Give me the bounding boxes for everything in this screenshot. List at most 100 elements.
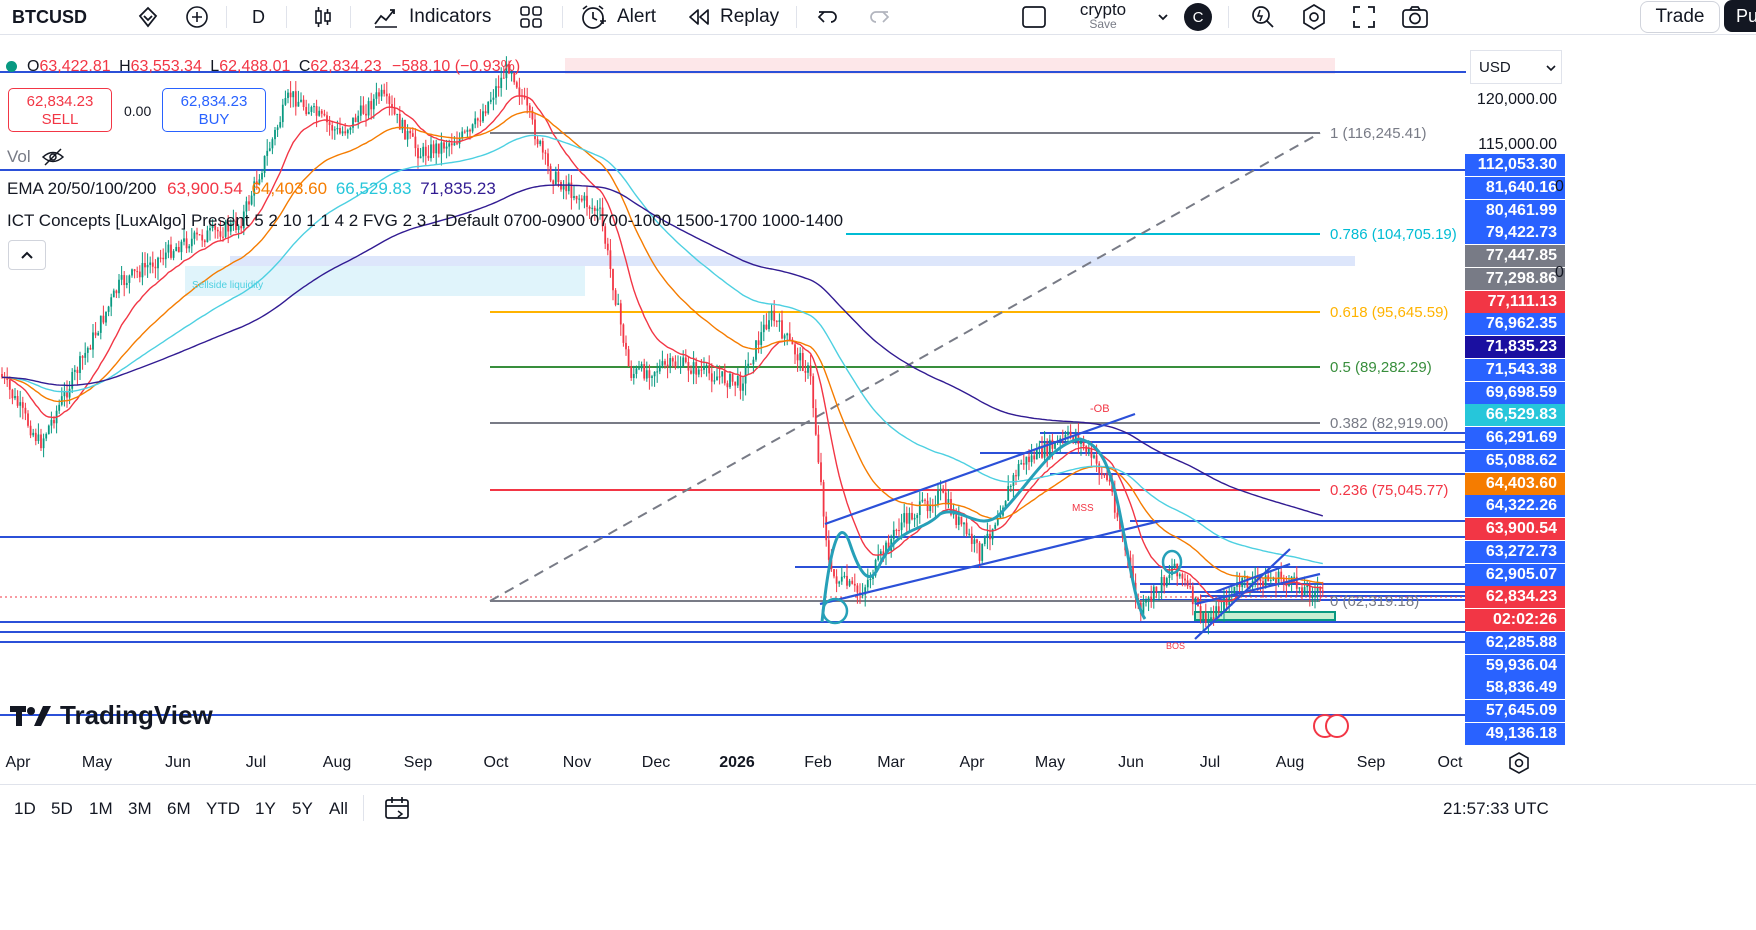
collapse-legend-button[interactable] (8, 240, 46, 270)
candle-body (716, 376, 718, 381)
candle-body (466, 129, 469, 132)
candle-body (1191, 586, 1194, 605)
currency-selector[interactable]: USD (1470, 50, 1562, 84)
chevron-up-icon (21, 251, 33, 259)
price-axis-label: 02:02:26 (1465, 609, 1565, 631)
range-button-1m[interactable]: 1M (89, 799, 113, 818)
fib-trend-line (489, 132, 1321, 602)
compare-symbol-icon[interactable] (184, 0, 210, 34)
avatar[interactable]: C (1184, 0, 1212, 34)
time-axis[interactable]: Apr May Jun Jul Aug Sep Oct Nov Dec 2026 Feb Mar Apr… (0, 750, 1640, 780)
price-axis-label: 66,291.69 (1465, 427, 1565, 449)
candle-body (578, 198, 581, 200)
candle-body (1290, 576, 1293, 583)
indicators-label: Indicators (409, 6, 492, 27)
range-button-6m[interactable]: 6M (167, 799, 191, 818)
time-axis-label: Sep (403, 754, 433, 771)
candle-body (383, 89, 386, 94)
candle-body (911, 512, 913, 520)
candle-body (809, 365, 812, 377)
layout-icon[interactable] (1020, 0, 1048, 34)
candle-body (229, 223, 232, 232)
hidden-eye-icon[interactable] (41, 147, 65, 167)
candle-body (879, 551, 882, 555)
redo-icon[interactable] (866, 0, 892, 34)
range-button-ytd[interactable]: YTD (206, 799, 240, 818)
layout-name-button[interactable]: crypto Save (1070, 0, 1136, 34)
ema-legend[interactable]: EMA 20/50/100/200 63,900.54 64,403.60 66… (7, 179, 496, 199)
candle-body (643, 364, 646, 379)
utc-clock[interactable]: 21:57:33 UTC (1443, 799, 1549, 818)
candle-body (1306, 585, 1309, 588)
candle-body (1145, 599, 1147, 603)
candle-body (791, 339, 794, 345)
candle-body (596, 208, 599, 211)
candle-body (287, 92, 289, 99)
scale-settings-gear-icon[interactable] (1506, 750, 1532, 776)
buy-button[interactable]: 62,834.23 BUY (162, 88, 266, 132)
open-value: 63,422.81 (39, 58, 111, 75)
symbol-search[interactable]: BTCUSD (0, 0, 147, 34)
time-axis-label: Oct (483, 754, 509, 771)
date-range-calendar-icon[interactable] (383, 795, 411, 826)
candle-body (365, 113, 367, 116)
candle-body (149, 262, 152, 265)
candle-body (115, 290, 118, 294)
candle-body (866, 579, 869, 588)
settings-gear-icon[interactable] (1300, 0, 1328, 34)
trade-button[interactable]: Trade (1640, 1, 1720, 33)
favorite-symbol-icon[interactable] (135, 0, 161, 34)
candle-body (289, 92, 292, 98)
volume-legend[interactable]: Vol (7, 147, 65, 167)
fib-level-label: 0.236 (75,045.77) (1330, 482, 1448, 499)
candle-body (138, 271, 141, 278)
candle-body (443, 142, 445, 149)
candle-body (128, 275, 131, 283)
snapshot-camera-icon[interactable] (1400, 0, 1430, 34)
replay-button[interactable]: Replay (686, 0, 779, 34)
layout-name: crypto (1079, 0, 1127, 19)
range-button-3m[interactable]: 3M (128, 799, 152, 818)
fullscreen-icon[interactable] (1351, 0, 1377, 34)
indicators-button[interactable]: Indicators (372, 0, 491, 34)
candle-body (1113, 491, 1116, 513)
ict-legend[interactable]: ICT Concepts [LuxAlgo] Present 5 2 10 1 … (7, 211, 843, 231)
candle-body (1147, 597, 1150, 600)
alert-button[interactable]: Alert (579, 0, 656, 34)
candle-body (586, 195, 588, 207)
sell-button[interactable]: 62,834.23 SELL (8, 88, 112, 132)
undo-icon[interactable] (815, 0, 841, 34)
candle-body (781, 320, 783, 339)
price-chart[interactable]: 1 (116,245.41) 0.786 (104,705.19) 0.618 (9… (0, 44, 1466, 834)
range-button-5d[interactable]: 5D (51, 799, 73, 818)
time-axis-label: Dec (641, 754, 671, 771)
candle-body (591, 207, 594, 209)
range-button-1d[interactable]: 1D (14, 799, 36, 818)
high-key: H (119, 58, 131, 75)
interval-button[interactable]: D (252, 0, 265, 34)
candle-body (718, 376, 721, 378)
candle-body (222, 236, 224, 238)
candle-body (1316, 587, 1319, 592)
quick-search-icon[interactable] (1249, 0, 1277, 34)
candle-body (1017, 464, 1020, 477)
candle-body (318, 110, 321, 116)
candle-body (895, 529, 898, 531)
candle-body (396, 113, 399, 115)
range-button-all[interactable]: All (329, 799, 348, 818)
layout-dropdown-chevron-icon[interactable] (1155, 0, 1171, 34)
candle-body (456, 143, 458, 145)
templates-icon[interactable] (518, 0, 544, 34)
range-button-1y[interactable]: 1Y (255, 799, 276, 818)
tradingview-logo[interactable]: TradingView (10, 700, 213, 731)
price-axis-label: 64,322.26 (1465, 495, 1565, 518)
candle-body (227, 222, 230, 232)
candle-body (994, 524, 997, 529)
candle-body (71, 371, 74, 389)
candle-body (1272, 579, 1275, 581)
publish-button[interactable]: Pu (1724, 0, 1756, 32)
price-scale[interactable]: 120,000.00 115,000.00 112,053.30 81,640.16 8… (1465, 44, 1565, 784)
candle-body (632, 373, 635, 379)
range-button-5y[interactable]: 5Y (292, 799, 313, 818)
chart-type-icon[interactable] (310, 0, 336, 34)
